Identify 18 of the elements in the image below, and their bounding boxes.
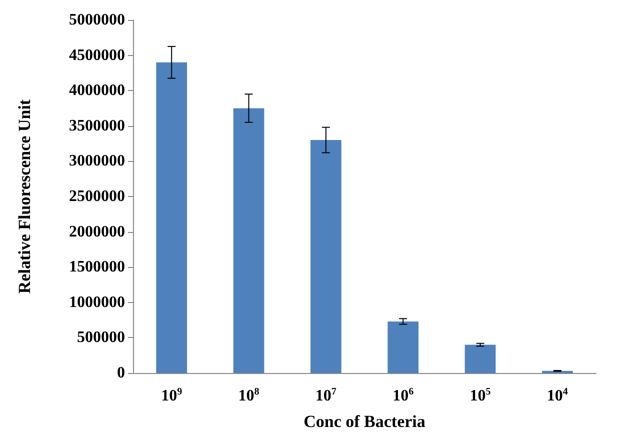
y-tick-label: 2000000 bbox=[69, 223, 125, 240]
bar bbox=[464, 344, 496, 373]
y-tick-label: 5000000 bbox=[69, 12, 125, 28]
y-tick-label: 2500000 bbox=[69, 188, 125, 205]
y-axis-title: Relative Fluorescence Unit bbox=[15, 99, 34, 294]
bar bbox=[388, 321, 419, 373]
y-tick-label: 500000 bbox=[77, 329, 125, 346]
bar bbox=[310, 140, 342, 373]
x-axis-title: Conc of Bacteria bbox=[304, 412, 426, 431]
y-tick-label: 0 bbox=[117, 364, 125, 382]
y-tick-label: 1500000 bbox=[69, 258, 125, 276]
y-tick-label: 4500000 bbox=[69, 46, 125, 64]
y-tick-label: 4000000 bbox=[69, 82, 125, 100]
y-tick-label: 3500000 bbox=[69, 117, 125, 134]
bar bbox=[233, 108, 264, 373]
y-tick-label: 3000000 bbox=[69, 152, 125, 170]
bar bbox=[156, 62, 188, 373]
y-tick-label: 1000000 bbox=[69, 294, 125, 311]
